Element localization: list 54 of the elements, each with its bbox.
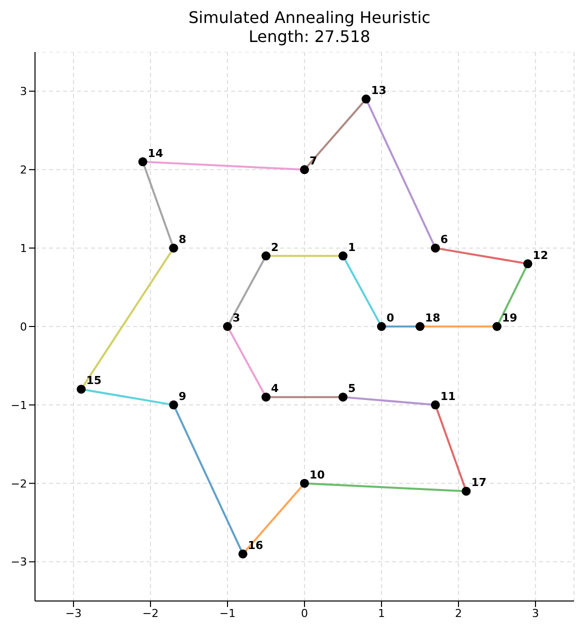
x-tick-label: 3	[532, 606, 539, 620]
x-tick-label: −3	[65, 606, 82, 620]
point	[430, 400, 440, 410]
annotation: 10	[310, 468, 326, 482]
point	[523, 259, 532, 268]
annotation: 15	[86, 374, 102, 388]
annotation: 0	[386, 312, 394, 324]
annotation: 17	[471, 476, 487, 490]
point	[430, 244, 440, 253]
annotation: 5	[348, 382, 356, 396]
point	[416, 322, 424, 331]
point	[492, 322, 502, 331]
annotation: 11	[440, 390, 456, 403]
annotation: 1	[348, 240, 356, 254]
point	[238, 549, 248, 558]
annotation: 4	[271, 382, 279, 396]
y-tick-label: 2	[20, 164, 27, 177]
point	[262, 251, 270, 260]
annotation: 9	[178, 390, 186, 403]
x-tick-label: 2	[455, 606, 462, 620]
point	[169, 244, 178, 253]
annotation: 8	[178, 233, 186, 246]
x-tick-label: −1	[219, 606, 236, 620]
point	[262, 392, 270, 402]
point	[223, 322, 232, 331]
y-tick-label: 1	[20, 242, 27, 255]
point	[169, 400, 178, 410]
annotation: 14	[148, 146, 164, 160]
annotation: 13	[371, 84, 386, 98]
point	[362, 94, 371, 104]
point	[338, 251, 348, 260]
annotation: 3	[232, 312, 240, 324]
annotation: 6	[440, 233, 448, 246]
point	[462, 486, 471, 496]
y-tick-label: 3	[20, 85, 27, 98]
annotation: 18	[425, 312, 440, 324]
point	[300, 165, 309, 174]
y-tick-label: −2	[10, 477, 27, 490]
y-tick-label: 0	[20, 320, 27, 334]
annotation: 12	[532, 248, 548, 262]
x-tick-label: −2	[142, 606, 159, 620]
x-tick-label: 0	[301, 606, 308, 620]
point	[138, 157, 148, 166]
annotation: 7	[310, 154, 318, 168]
point	[300, 478, 309, 488]
y-tick-label: −1	[10, 398, 27, 412]
y-tick-label: −3	[10, 556, 27, 569]
point	[338, 392, 348, 402]
annotation: 2	[271, 240, 279, 254]
x-tick-label: 1	[378, 606, 385, 620]
chart-title: Simulated Annealing Heuristic Length: 27.518	[188, 8, 432, 48]
point	[76, 384, 86, 394]
annotation: 19	[502, 312, 518, 324]
point	[377, 322, 386, 331]
